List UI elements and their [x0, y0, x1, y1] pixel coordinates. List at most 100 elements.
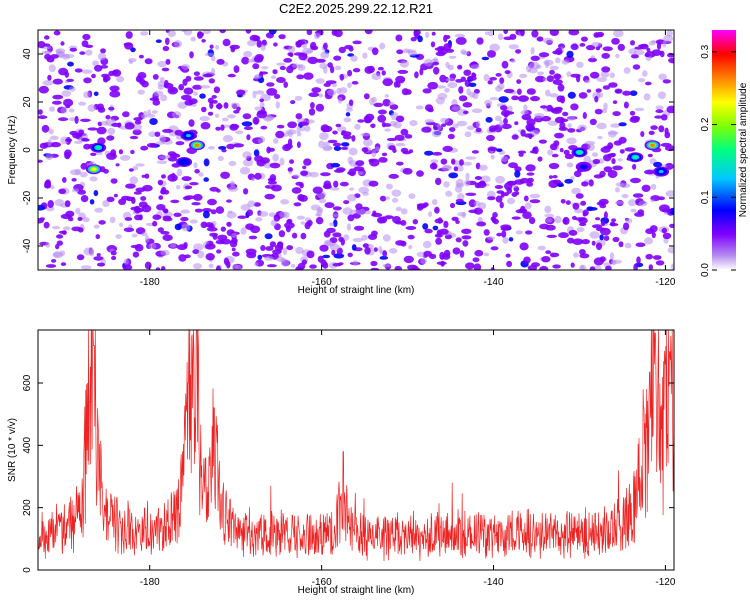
heatmap-cell [496, 148, 503, 152]
heatmap-cell [459, 159, 464, 166]
spectrogram-y-tick-label: 0 [22, 147, 33, 153]
heatmap-cell [595, 88, 602, 93]
heatmap-cell [543, 77, 548, 82]
heatmap-cell [332, 130, 338, 135]
heatmap-cell [462, 161, 472, 166]
heatmap-cell [199, 93, 206, 99]
heatmap-peak [658, 170, 664, 174]
heatmap-cell [434, 206, 440, 214]
heatmap-cell [252, 63, 260, 70]
heatmap-cell [441, 123, 447, 127]
heatmap-cell [634, 107, 645, 112]
heatmap-cell [508, 162, 518, 169]
heatmap-cell [167, 86, 179, 95]
heatmap-cell [361, 147, 369, 153]
heatmap-cell [270, 219, 277, 227]
heatmap-cell [178, 83, 185, 91]
heatmap-cell [431, 162, 437, 170]
heatmap-cell [397, 69, 409, 74]
heatmap-cell [567, 128, 576, 133]
heatmap-cell [45, 264, 57, 268]
heatmap-cell [495, 73, 502, 77]
heatmap-cell [210, 55, 216, 62]
heatmap-cell [215, 206, 225, 214]
heatmap-cell [310, 102, 315, 109]
heatmap-cell [496, 190, 505, 194]
heatmap-cell [91, 73, 96, 79]
heatmap-cell [194, 208, 203, 213]
heatmap-cell [381, 122, 386, 128]
heatmap-cell [455, 79, 463, 83]
heatmap-cell [323, 82, 331, 87]
heatmap-cell [227, 186, 239, 192]
heatmap-cell [311, 87, 322, 93]
heatmap-cell [335, 123, 342, 128]
heatmap-cell [520, 110, 529, 115]
heatmap-cell [209, 101, 214, 110]
heatmap-cell [590, 55, 596, 59]
heatmap-cell [563, 149, 570, 156]
heatmap-cell [395, 115, 405, 123]
heatmap-cell [338, 236, 344, 243]
heatmap-cell [239, 166, 251, 175]
heatmap-cell [566, 162, 574, 168]
heatmap-cell [656, 41, 662, 50]
heatmap-cell [193, 193, 203, 201]
heatmap-cell [601, 66, 611, 73]
heatmap-cell [537, 156, 543, 162]
heatmap-cell [65, 210, 75, 218]
heatmap-cell [83, 91, 91, 99]
heatmap-cell [129, 135, 139, 140]
heatmap-cell [595, 242, 603, 251]
heatmap-cell [592, 91, 601, 100]
heatmap-cell [81, 69, 93, 74]
heatmap-cell [332, 206, 342, 211]
heatmap-cell [667, 246, 674, 254]
heatmap-cell [198, 172, 204, 177]
heatmap-cell [462, 240, 469, 247]
heatmap-cell [632, 193, 644, 198]
heatmap-cell [283, 58, 293, 63]
heatmap-cell [226, 114, 236, 119]
heatmap-cell [455, 178, 464, 187]
heatmap-cell [77, 227, 84, 233]
heatmap-cell [285, 129, 297, 135]
heatmap-cell [218, 146, 227, 150]
heatmap-cell [180, 216, 189, 222]
heatmap-cell [148, 131, 157, 137]
heatmap-cell [582, 112, 587, 119]
heatmap-cell [157, 227, 164, 233]
heatmap-cell [544, 205, 552, 214]
heatmap-cell [296, 74, 305, 80]
heatmap-cell [573, 252, 579, 258]
heatmap-cell [472, 92, 479, 100]
heatmap-cell [618, 122, 627, 127]
heatmap-cell [405, 226, 417, 230]
heatmap-cell [137, 72, 147, 79]
heatmap-cell [593, 265, 602, 270]
heatmap-cell [432, 151, 443, 156]
heatmap-cell [156, 160, 168, 165]
heatmap-cell [83, 143, 91, 150]
colorbar-tick-label: 0.0 [700, 263, 711, 277]
heatmap-cell [80, 265, 92, 270]
heatmap-cell [514, 121, 519, 126]
heatmap-cell [652, 255, 662, 260]
heatmap-cell [511, 192, 518, 197]
heatmap-cell [447, 133, 455, 140]
heatmap-cell [254, 172, 262, 180]
heatmap-cell [315, 216, 324, 225]
spectrogram-x-tick-label: -180 [140, 277, 160, 288]
heatmap-cell [161, 174, 166, 179]
heatmap-cell [544, 213, 555, 218]
heatmap-cell [125, 183, 136, 189]
heatmap-cell [648, 264, 653, 270]
heatmap-cell [123, 227, 135, 233]
heatmap-cell [162, 217, 173, 222]
heatmap-cell [605, 265, 612, 270]
heatmap-cell [276, 77, 286, 83]
heatmap-cell [183, 87, 194, 95]
heatmap-cell [159, 77, 165, 83]
heatmap-cell [394, 134, 405, 141]
heatmap-cell [310, 41, 317, 50]
